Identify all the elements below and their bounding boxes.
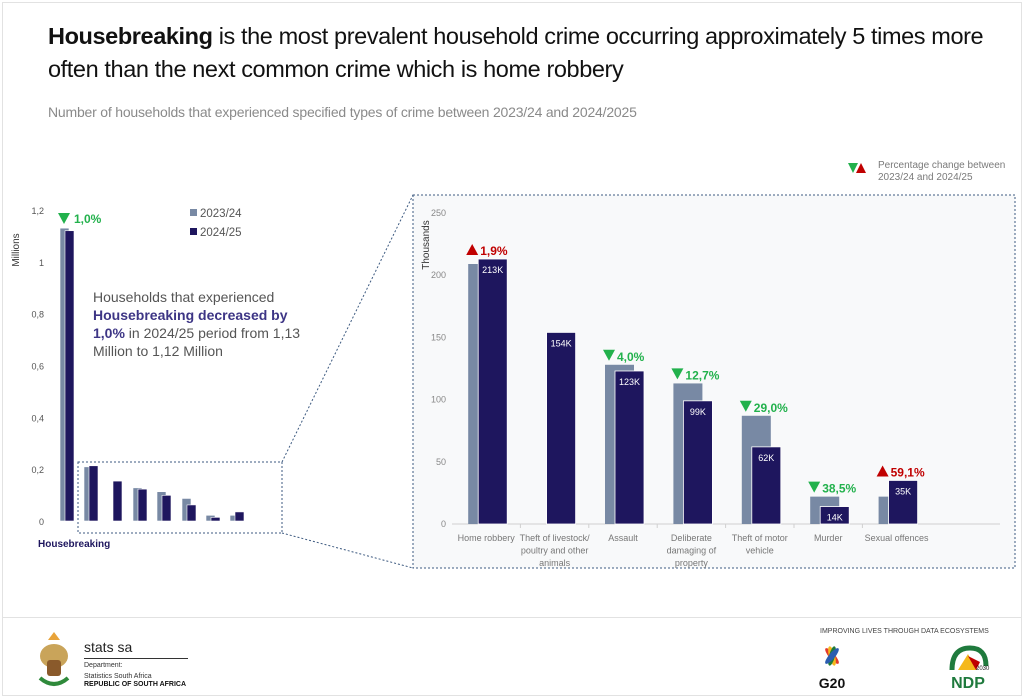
x-category-label: Assault (608, 533, 638, 543)
data-label: 154K (551, 338, 572, 348)
legend-label: 2023/24 (200, 208, 242, 220)
bar-2024-25 (137, 488, 148, 522)
y-axis-label: Millions (11, 233, 22, 266)
zoom-connector-bottom (281, 532, 414, 569)
title-bold: Housebreaking (48, 23, 213, 49)
bar-2024-25 (186, 504, 197, 522)
data-label: 123K (619, 377, 640, 387)
bar-2024-25 (888, 480, 918, 525)
change-label: 59,1% (891, 465, 925, 479)
y-tick-label: 0 (441, 519, 446, 529)
y-tick-label: 250 (431, 208, 446, 218)
triangle-down-icon (671, 368, 684, 380)
g20-logo: G20 (819, 646, 846, 691)
annotation-highlight: Housebreaking decreased by 1,0% (93, 307, 288, 341)
legend-label: 2024/25 (200, 227, 242, 239)
bar-2024-25 (751, 446, 782, 525)
x-category-label: Murder (814, 533, 843, 543)
triangle-down-icon (603, 349, 615, 361)
footer-tagline: IMPROVING LIVES THROUGH DATA ECOSYSTEMS (820, 628, 989, 635)
change-label: 12,7% (685, 368, 719, 382)
annotation-text-end: in 2024/25 period from 1,13 Million to 1… (93, 325, 301, 359)
title-rest: is the most prevalent household crime oc… (48, 23, 984, 82)
org-name: stats sa (84, 639, 188, 659)
legend-swatch-2024-25 (190, 228, 197, 235)
triangle-down-icon (58, 213, 70, 224)
x-category-label: damaging of (667, 546, 717, 556)
y-tick-label: 0,2 (31, 465, 44, 475)
dept-line3: REPUBLIC OF SOUTH AFRICA (84, 681, 187, 688)
coat-of-arms-logo (38, 632, 70, 686)
y-tick-label: 0,6 (31, 362, 44, 372)
x-category-label: poultry and other (521, 546, 589, 556)
zoom-connector-top (281, 194, 414, 463)
legend-swatch-2023-24 (190, 209, 197, 216)
x-category-label: Theft of motor (732, 533, 788, 543)
y-tick-label: 1,2 (31, 206, 44, 216)
y-tick-label: 100 (431, 395, 446, 405)
data-label: 99K (690, 407, 706, 417)
legend-text-line2: 2023/24 and 2024/25 (878, 172, 973, 183)
dept-line2: Statistics South Africa (84, 673, 152, 680)
data-label: 14K (827, 513, 843, 523)
bar-2024-25 (161, 495, 172, 522)
y-tick-label: 0,8 (31, 310, 44, 320)
x-category-label: Theft of livestock/ (520, 533, 591, 543)
bar-2024-25 (819, 506, 850, 525)
y-tick-label: 0 (39, 517, 44, 527)
x-category-label: vehicle (746, 546, 774, 556)
x-category-label: property (675, 558, 709, 568)
x-category-label: animals (539, 558, 571, 568)
percentage-change-legend: Percentage change between 2023/24 and 20… (848, 160, 1005, 184)
y-tick-label: 150 (431, 332, 446, 342)
x-category-label: Deliberate (671, 533, 712, 543)
bar-2024-25 (234, 511, 245, 522)
data-label: 35K (895, 486, 911, 496)
housebreaking-annotation: Households that experienced Housebreakin… (93, 288, 323, 360)
y-tick-label: 50 (436, 457, 446, 467)
change-label: 1,9% (480, 244, 508, 258)
zoom-selection-box (77, 461, 283, 534)
triangle-up-icon (876, 465, 889, 477)
change-label: 1,0% (74, 212, 102, 226)
bar-2024-25 (614, 370, 645, 525)
y-axis-label: Thousands (421, 220, 432, 269)
ndp-2030-logo: 2030 NDP (949, 645, 990, 690)
bar-2024-25 (477, 258, 508, 525)
stats-sa-logo-text: stats sa Department: Statistics South Af… (84, 639, 188, 688)
dept-line1: Department: (84, 662, 123, 669)
footer-divider (2, 617, 1021, 618)
x-category-label: Housebreaking (38, 539, 110, 550)
triangle-up-icon (466, 244, 479, 256)
bar-2024-25 (546, 332, 576, 525)
svg-text:G20: G20 (819, 675, 846, 691)
legend-text-line1: Percentage change between (878, 160, 1006, 171)
bar-2024-25 (88, 465, 99, 522)
triangle-down-icon (808, 481, 821, 493)
change-label: 4,0% (617, 350, 645, 364)
y-tick-label: 0,4 (31, 413, 44, 423)
change-label: 29,0% (754, 401, 788, 415)
bar-2024-25 (112, 480, 123, 522)
page-title: Housebreaking is the most prevalent hous… (48, 20, 998, 86)
annotation-text: Households that experienced (93, 289, 275, 305)
bar-2024-25 (683, 400, 713, 525)
x-category-label: Home robbery (458, 533, 516, 543)
svg-text:2030: 2030 (976, 666, 990, 672)
y-tick-label: 200 (431, 270, 446, 280)
change-label: 38,5% (822, 482, 856, 496)
triangle-legend-icon (848, 163, 866, 173)
data-label: 213K (482, 265, 503, 275)
y-tick-label: 1 (39, 258, 44, 268)
svg-text:NDP: NDP (951, 675, 985, 690)
data-label: 62K (758, 453, 774, 463)
bar-2024-25 (210, 517, 221, 522)
bar-2024-25 (64, 230, 75, 522)
x-category-label: Sexual offences (865, 533, 929, 543)
page-subtitle: Number of households that experienced sp… (48, 104, 637, 120)
triangle-down-icon (739, 400, 752, 412)
